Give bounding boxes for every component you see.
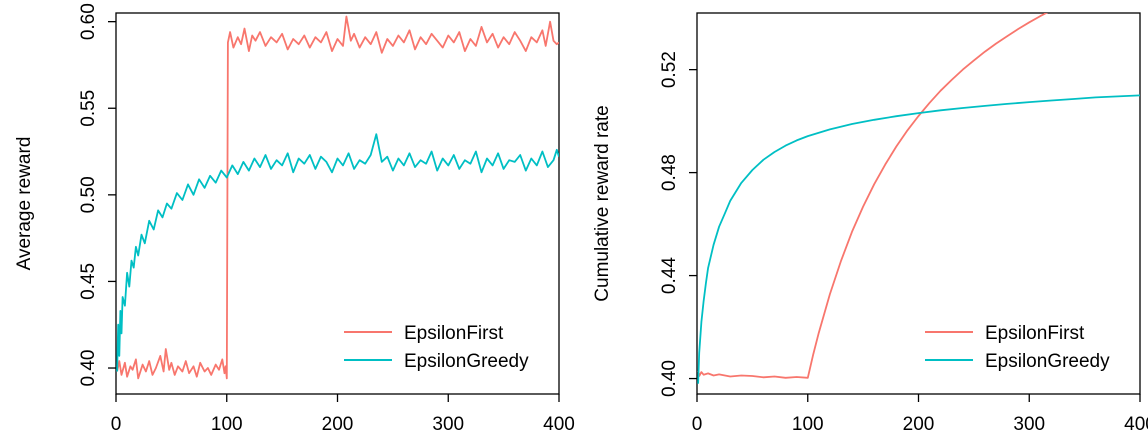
cumulative-reward-rate-panel: 0 100 200 300 400 0.40 0.44 0.48 0.52 Cumulative … <box>592 12 1148 435</box>
series-line-epsilongreedy <box>116 133 559 372</box>
legend-entry-label: EpsilonGreedy <box>985 351 1110 372</box>
series-line-epsilongreedy <box>697 94 1140 384</box>
y-tick-label: 0.40 <box>659 360 680 397</box>
y-tick-label: 0.48 <box>659 154 680 191</box>
x-tick-label: 200 <box>903 414 935 435</box>
y-tick-label: 0.45 <box>78 263 99 300</box>
y-axis-title: Average reward <box>14 137 35 271</box>
y-tick-label: 0.55 <box>78 90 99 127</box>
legend-entry-label: EpsilonFirst <box>404 323 504 344</box>
y-tick-label: 0.50 <box>78 176 99 213</box>
series-line-epsilonfirst <box>697 13 1049 379</box>
x-tick-label: 200 <box>322 414 354 435</box>
x-tick-label: 0 <box>692 414 703 435</box>
y-tick-label: 0.40 <box>78 350 99 387</box>
x-tick-label: 300 <box>432 414 464 435</box>
series-line-epsilonfirst <box>116 15 559 380</box>
y-tick-label: 0.44 <box>659 257 680 294</box>
x-tick-label: 100 <box>792 414 824 435</box>
y-tick-label: 0.60 <box>78 3 99 40</box>
y-tick-label: 0.52 <box>659 51 680 88</box>
x-tick-label: 0 <box>111 414 122 435</box>
x-tick-label: 400 <box>1124 414 1148 435</box>
average-reward-panel: 0 100 200 300 400 0.40 0.45 0.50 0.55 0.60 Average… <box>14 3 575 435</box>
legend-entry-label: EpsilonGreedy <box>404 351 529 372</box>
legend-entry-label: EpsilonFirst <box>985 323 1085 344</box>
x-tick-label: 400 <box>543 414 575 435</box>
y-axis-title: Cumulative reward rate <box>592 105 613 301</box>
x-tick-label: 300 <box>1013 414 1045 435</box>
x-tick-label: 100 <box>211 414 243 435</box>
